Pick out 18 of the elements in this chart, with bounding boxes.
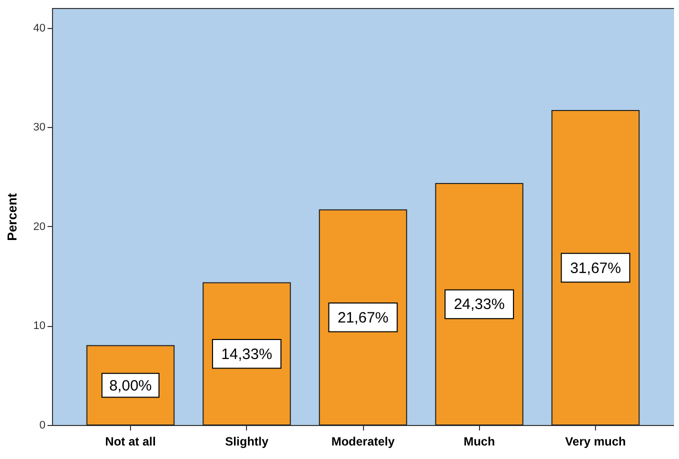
y-tick-label: 0 [39,420,46,432]
y-tick-label: 30 [33,122,46,134]
data-label: 8,00% [109,377,152,394]
x-tick-label: Slightly [225,434,269,448]
y-tick-label: 10 [33,320,46,332]
data-label: 24,33% [454,296,505,314]
y-tick-label: 20 [33,220,46,233]
y-axis-title: Percent [4,192,20,241]
bar [551,110,640,426]
x-tick-label: Not at all [105,434,156,448]
x-tick-label: Much [464,434,495,448]
y-tick-label: 40 [33,22,46,34]
bar [435,182,524,426]
data-label: 21,67% [338,309,388,326]
x-tick-label: Very much [565,434,626,448]
data-label: 31,67% [570,260,621,277]
data-label: 14,33% [221,346,272,363]
x-tick-label: Moderately [331,434,395,448]
